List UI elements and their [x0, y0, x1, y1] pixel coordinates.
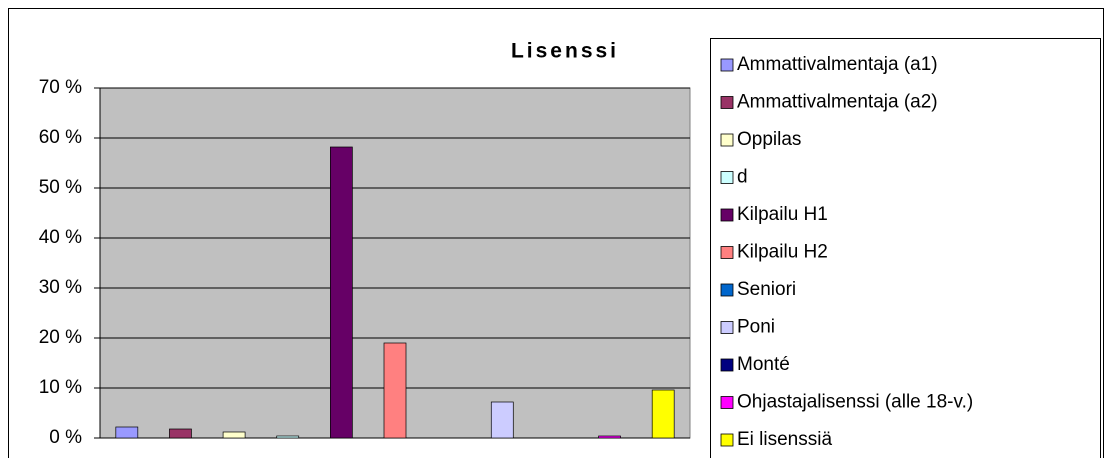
legend-swatch [720, 321, 734, 334]
legend-swatch [720, 58, 734, 72]
legend-swatch [720, 246, 734, 259]
legend-swatch [720, 96, 734, 109]
legend-swatch [720, 283, 734, 297]
legend-swatch [720, 433, 734, 447]
bar [169, 428, 192, 439]
legend-swatch [720, 396, 734, 409]
bar [383, 342, 407, 439]
legend-label: Oppilas [737, 129, 801, 150]
y-tick-label: 60 % [39, 127, 82, 148]
bar [330, 146, 353, 439]
bar [490, 401, 514, 439]
legend-label: Kilpailu H1 [737, 204, 828, 225]
y-tick-label: 70 % [39, 77, 82, 98]
legend [710, 38, 1101, 458]
bar [115, 426, 139, 439]
legend-label: Seniori [737, 279, 796, 300]
legend-swatch [720, 171, 734, 184]
legend-label: d [737, 167, 748, 188]
y-tick-label: 0 % [49, 427, 82, 448]
y-tick-label: 40 % [39, 227, 82, 248]
legend-swatch [720, 208, 734, 222]
y-tick-label: 30 % [39, 277, 82, 298]
y-tick-label: 10 % [39, 377, 82, 398]
y-tick-label: 20 % [39, 327, 82, 348]
y-tick-label: 50 % [39, 177, 82, 198]
bar [651, 389, 675, 439]
bar [276, 435, 300, 439]
legend-label: Ei lisenssiä [737, 429, 832, 450]
legend-swatch [720, 133, 734, 147]
legend-label: Kilpailu H2 [737, 242, 828, 263]
bar [222, 431, 246, 439]
legend-label: Ammattivalmentaja (a1) [737, 54, 938, 75]
legend-label: Monté [737, 354, 790, 375]
legend-label: Poni [737, 317, 775, 338]
legend-label: Ammattivalmentaja (a2) [737, 92, 938, 113]
legend-swatch [720, 358, 734, 372]
legend-label: Ohjastajalisenssi (alle 18-v.) [737, 392, 973, 413]
chart-title: Lisenssi [511, 40, 619, 63]
bar [598, 435, 621, 439]
